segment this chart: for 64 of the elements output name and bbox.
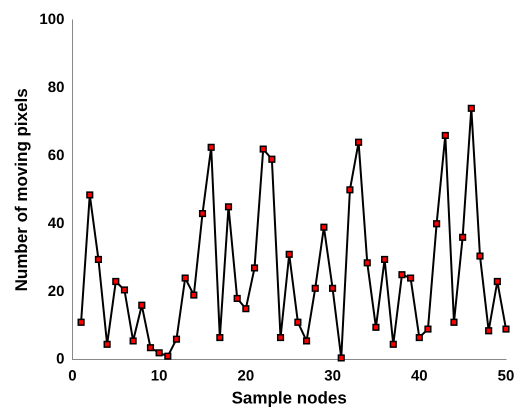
point	[234, 294, 241, 302]
point	[355, 138, 362, 146]
point	[276, 334, 284, 342]
y-tick-label: 80	[48, 79, 64, 96]
x-tick-label: 30	[324, 368, 341, 385]
x-tick-label: 10	[150, 368, 168, 385]
y-tick-label: 40	[48, 214, 64, 232]
point	[250, 264, 258, 272]
point	[286, 250, 293, 258]
point	[328, 284, 336, 292]
y-tick-label: 100	[39, 11, 64, 28]
x-tick-label: 0	[68, 368, 77, 385]
point	[312, 284, 319, 292]
point	[372, 324, 380, 331]
point	[346, 186, 354, 194]
x-tick-label: 50	[498, 368, 514, 385]
point	[164, 352, 172, 360]
point	[78, 318, 85, 326]
point	[104, 340, 111, 348]
point	[260, 145, 267, 153]
point	[320, 224, 328, 231]
point	[502, 325, 510, 333]
point	[216, 334, 224, 342]
x-tick-label: 20	[238, 368, 254, 385]
point	[94, 256, 102, 263]
x-axis-title: Sample nodes	[232, 388, 347, 408]
y-tick-label: 20	[48, 282, 64, 300]
point	[390, 340, 397, 348]
point	[172, 336, 180, 343]
point	[146, 344, 154, 352]
y-tick-label: 60	[48, 146, 64, 164]
point	[190, 292, 198, 299]
point	[294, 318, 302, 326]
point	[242, 305, 250, 312]
point	[138, 302, 146, 309]
point	[476, 252, 484, 260]
point	[459, 234, 466, 241]
point	[364, 259, 371, 266]
point	[208, 144, 215, 151]
y-tick-label: 0	[56, 350, 64, 368]
point	[86, 191, 94, 198]
x-tick-label: 40	[410, 368, 428, 385]
point	[494, 278, 501, 286]
point	[407, 274, 414, 282]
point	[156, 349, 163, 356]
point	[468, 104, 475, 112]
point	[433, 220, 440, 228]
point	[381, 256, 388, 263]
point	[112, 278, 120, 286]
point	[302, 337, 310, 344]
point	[398, 271, 406, 278]
point	[485, 327, 492, 334]
point	[198, 210, 206, 218]
point	[416, 334, 423, 342]
point	[424, 325, 432, 333]
y-axis-title: Number of moving pixels	[12, 88, 31, 292]
point	[130, 337, 137, 344]
point	[442, 132, 449, 140]
point	[450, 318, 458, 326]
point	[268, 156, 276, 163]
point	[224, 203, 232, 210]
point	[182, 274, 189, 282]
point	[120, 286, 128, 294]
point	[338, 354, 345, 362]
